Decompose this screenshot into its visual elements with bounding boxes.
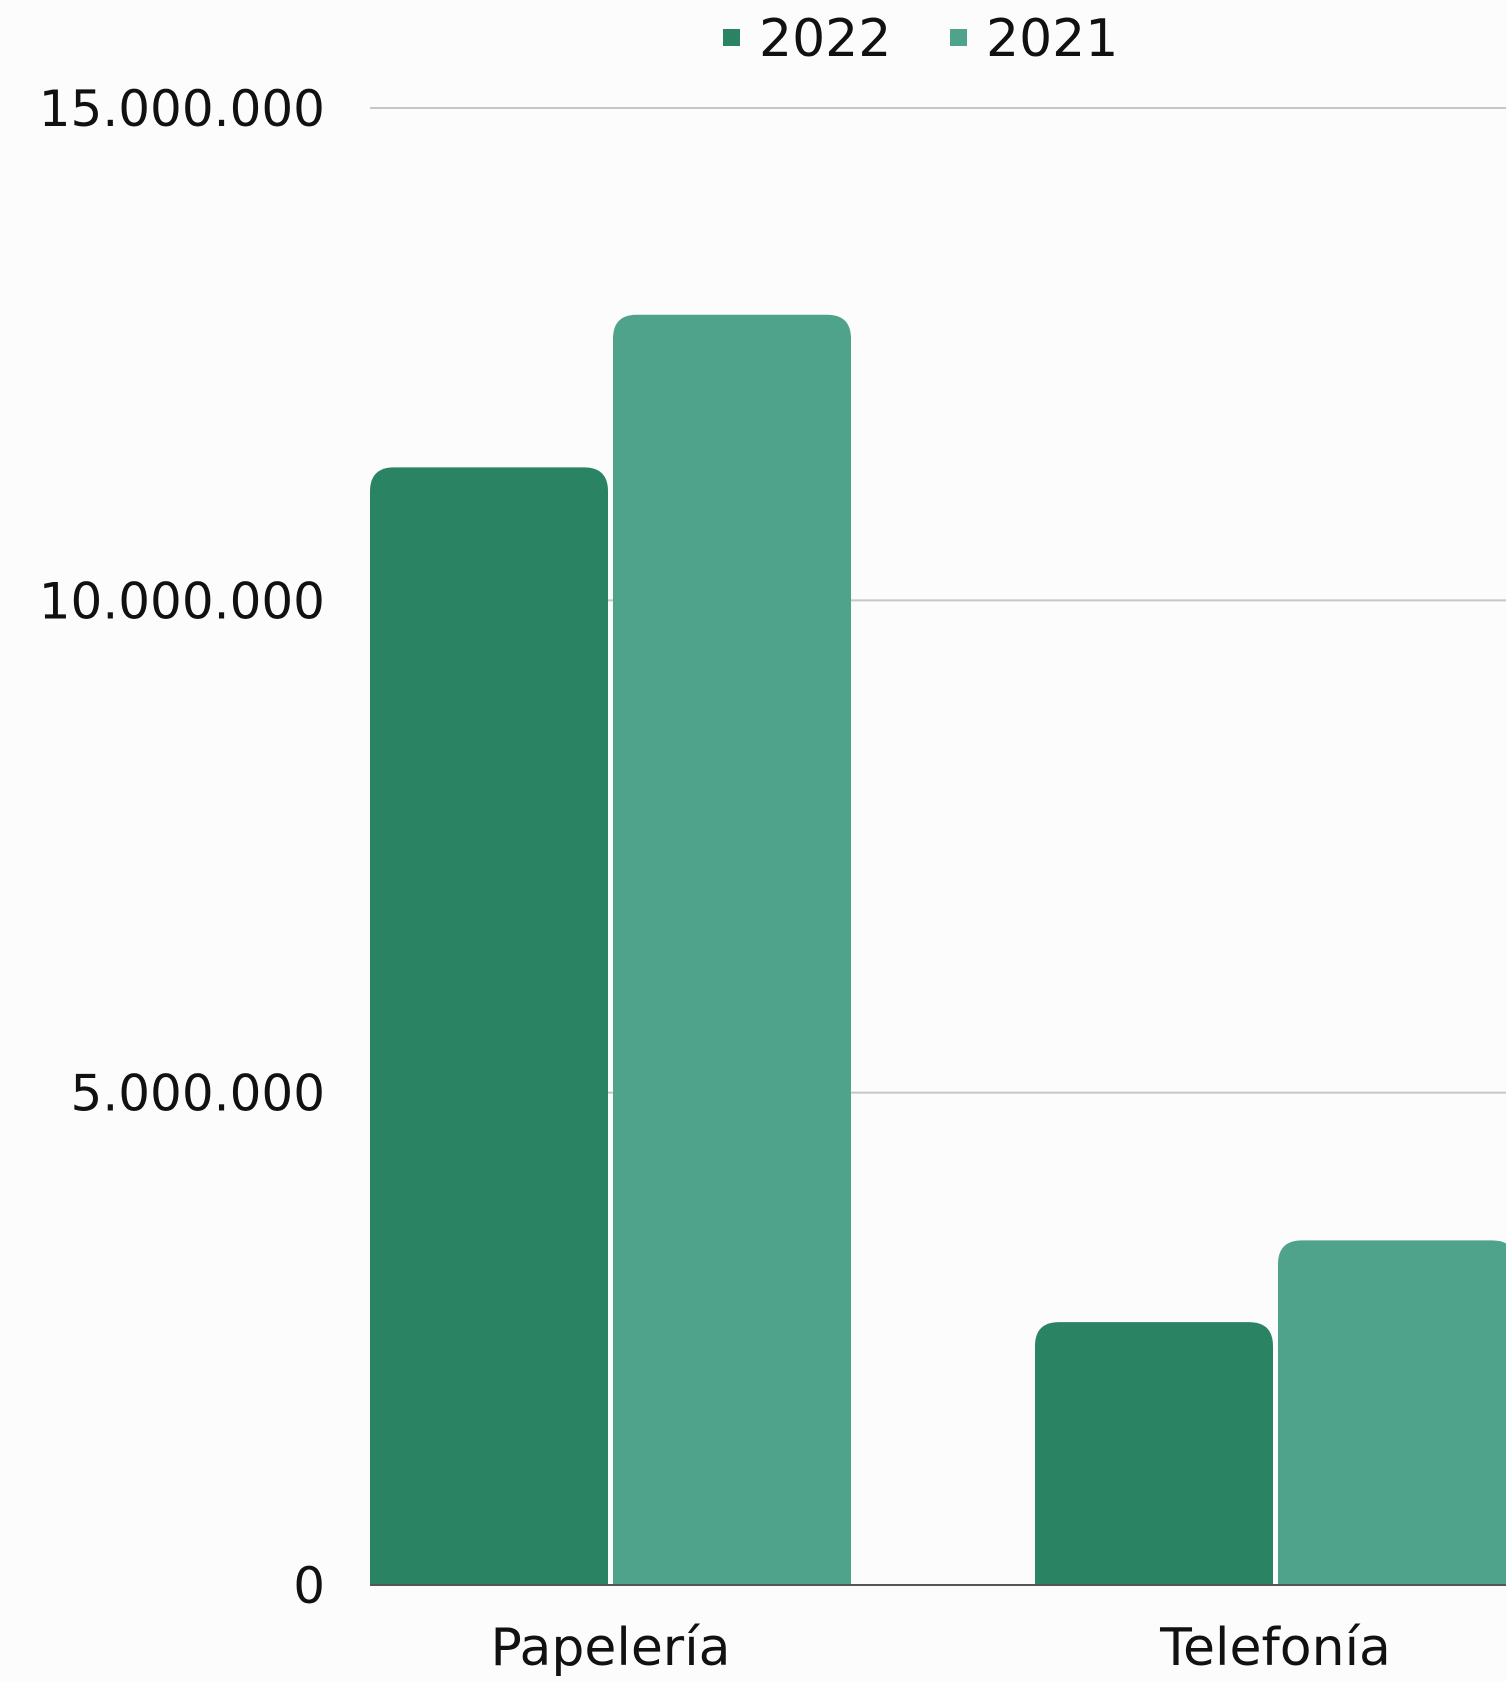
y-tick-label: 10.000.000 (39, 572, 325, 630)
bar-2021-0 (613, 314, 851, 1585)
bar-2021-1 (1278, 1240, 1506, 1585)
y-tick-label: 5.000.000 (71, 1065, 325, 1123)
bars (370, 314, 1506, 1585)
legend-swatch (950, 29, 967, 46)
axes: 0 5.000.000 10.000.000 15.000.000 Papelería T… (39, 80, 1506, 1678)
y-tick-label: 0 (293, 1557, 325, 1615)
x-tick-label: Papelería (490, 1618, 730, 1678)
x-tick-label: Telefonía (1159, 1618, 1391, 1678)
bar-2022-1 (1035, 1322, 1273, 1585)
bar-2022-0 (370, 467, 608, 1585)
legend-swatch (723, 29, 740, 46)
y-tick-label: 15.000.000 (39, 80, 325, 138)
legend-label: 2021 (986, 9, 1118, 69)
legend: 2022 2021 (723, 9, 1118, 69)
legend-label: 2022 (759, 9, 891, 69)
